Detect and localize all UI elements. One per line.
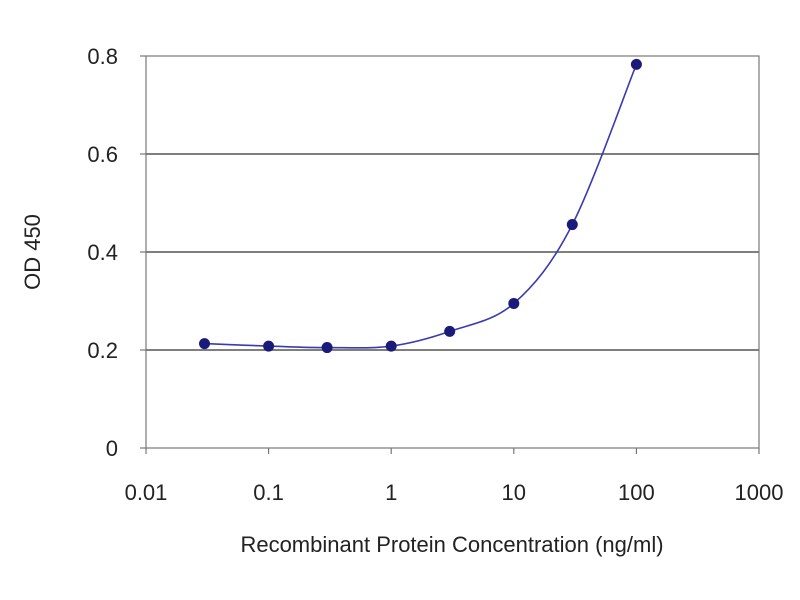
- data-point-3: [385, 340, 397, 352]
- x-tick-label-2: 1: [385, 480, 397, 505]
- data-point-6: [566, 219, 578, 231]
- fit-curve: [204, 64, 638, 349]
- x-axis-ticks: 0.01 0.1 1 10 100 1000: [125, 448, 784, 505]
- y-axis-ticks: 0 0.2 0.4 0.6 0.8: [87, 44, 146, 461]
- y-tick-label-2: 0.4: [87, 240, 118, 265]
- data-point-4: [444, 325, 456, 337]
- data-point-1: [263, 340, 275, 352]
- y-tick-label-3: 0.6: [87, 142, 118, 167]
- y-tick-label-0: 0: [106, 436, 118, 461]
- x-tick-label-3: 10: [502, 480, 526, 505]
- x-tick-label-0: 0.01: [125, 480, 168, 505]
- grid-lines: [146, 153, 759, 351]
- x-tick-label-5: 1000: [735, 480, 784, 505]
- x-tick-label-1: 0.1: [253, 480, 284, 505]
- y-tick-label-4: 0.8: [87, 44, 118, 69]
- data-points: [198, 58, 642, 354]
- x-tick-label-4: 100: [618, 480, 655, 505]
- y-axis-title: OD 450: [20, 214, 45, 290]
- data-point-0: [198, 338, 210, 350]
- data-point-7: [630, 58, 642, 70]
- data-point-2: [321, 342, 333, 354]
- data-point-5: [508, 297, 520, 309]
- x-axis-title: Recombinant Protein Concentration (ng/ml…: [240, 532, 663, 557]
- y-tick-label-1: 0.2: [87, 338, 118, 363]
